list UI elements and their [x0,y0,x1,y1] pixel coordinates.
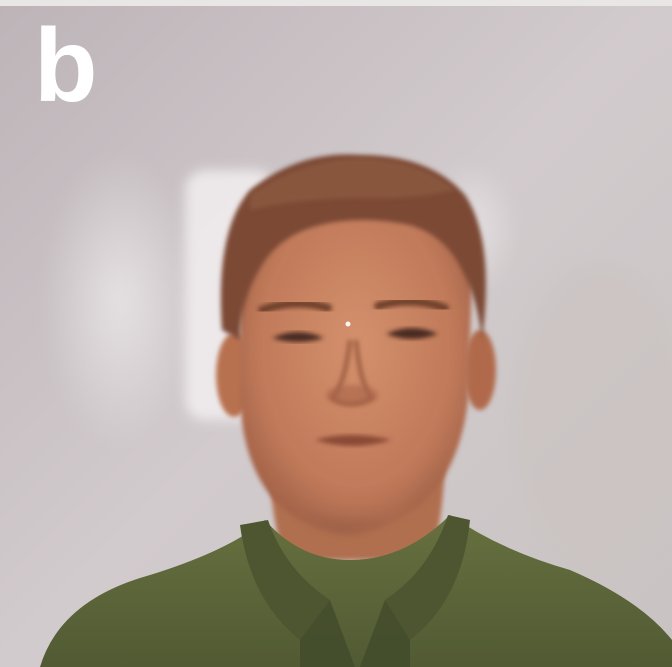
eyebrow-left [258,299,332,314]
eye-right [386,328,438,339]
eye-left [272,332,324,342]
shirt-collar-right [385,515,470,640]
mouth [315,435,392,446]
ear-right [464,330,496,410]
wall-light-patch-left [40,150,200,450]
panel-label: b [34,8,98,124]
eyebrow-right [374,297,449,312]
face [240,190,472,535]
shirt [40,515,672,667]
shirt-collar-left [240,520,330,640]
